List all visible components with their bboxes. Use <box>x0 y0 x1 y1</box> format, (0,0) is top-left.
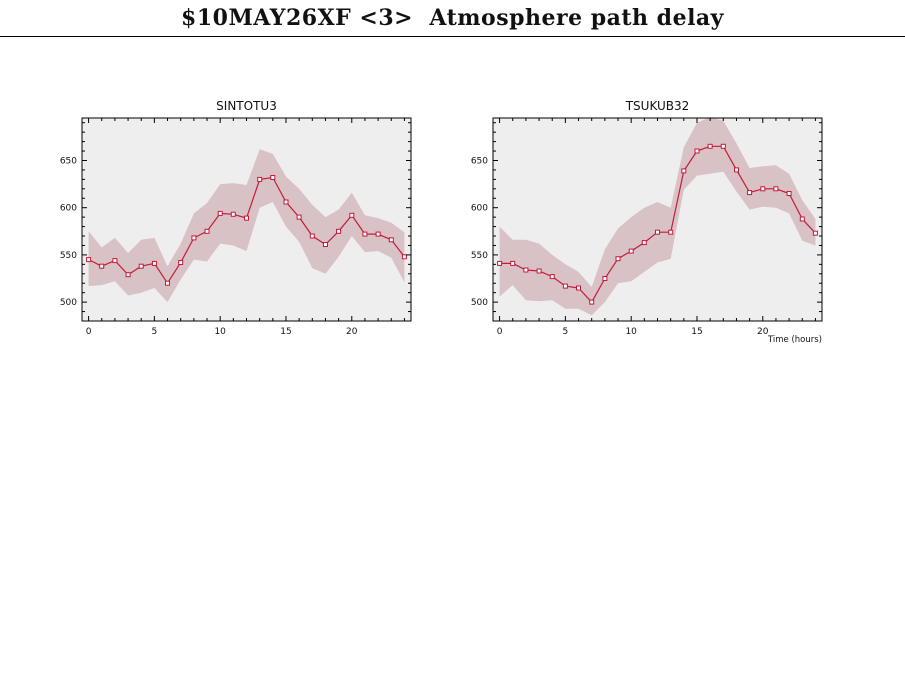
data-point <box>799 216 805 222</box>
x-tick-label: 15 <box>691 327 702 337</box>
x-tick-label: 20 <box>346 327 358 337</box>
data-point <box>401 254 407 260</box>
y-tick-label: 600 <box>471 204 488 214</box>
data-point <box>178 260 184 265</box>
page-title: $10MAY26XF <3> Atmosphere path delay <box>181 5 724 31</box>
y-tick-label: 650 <box>471 156 488 166</box>
data-point <box>760 186 766 192</box>
data-point <box>602 276 608 281</box>
data-point <box>165 280 170 286</box>
data-point <box>497 260 503 266</box>
x-tick-label: 20 <box>757 327 769 337</box>
data-point <box>655 229 660 235</box>
uncertainty-band <box>499 117 816 316</box>
y-tick-label: 500 <box>471 298 488 308</box>
x-tick-label: 5 <box>563 327 569 337</box>
data-point <box>230 211 236 217</box>
data-point <box>99 263 105 269</box>
data-point <box>375 231 381 237</box>
data-point <box>323 242 328 247</box>
y-tick-label: 500 <box>60 298 77 308</box>
data-point <box>257 176 263 182</box>
data-point <box>812 230 818 236</box>
x-tick-label: 5 <box>152 327 158 337</box>
x-tick-label: 15 <box>280 327 291 337</box>
data-point <box>510 260 516 266</box>
data-point <box>349 212 355 218</box>
x-tick-label: 0 <box>497 327 503 337</box>
x-tick-label: 10 <box>214 327 226 337</box>
y-tick-label: 600 <box>60 204 77 214</box>
chart-panel-2: TSUKUB32 0 5 10 15 20 500 550 600 650 Time (hours) <box>471 99 823 345</box>
data-point <box>549 274 555 280</box>
data-point <box>362 231 368 237</box>
data-point <box>641 240 647 246</box>
data-point <box>244 215 249 221</box>
data-point <box>151 260 157 266</box>
x-tick-label: 10 <box>625 327 637 337</box>
data-point <box>309 233 315 239</box>
data-point <box>773 186 779 192</box>
chart-title: TSUKUB32 <box>625 99 690 113</box>
data-point <box>747 190 753 196</box>
data-point <box>86 257 92 263</box>
data-point <box>125 272 131 278</box>
chart-title: SINTOTU3 <box>216 99 277 113</box>
y-tick-label: 550 <box>471 251 488 261</box>
data-point <box>576 285 581 291</box>
data-point <box>615 256 621 262</box>
data-point <box>707 143 713 149</box>
data-point <box>336 228 342 234</box>
data-point <box>270 175 276 180</box>
data-point <box>296 214 302 220</box>
data-point <box>536 268 542 274</box>
uncertainty-band <box>88 149 405 303</box>
y-tick-label: 650 <box>60 156 77 166</box>
data-point <box>204 228 210 234</box>
chart-panel-1: SINTOTU3 0 5 10 15 20 500 550 600 650 <box>60 99 412 337</box>
data-point <box>283 199 289 205</box>
data-point <box>138 263 144 269</box>
data-point <box>523 267 529 273</box>
data-point <box>589 299 595 305</box>
data-point <box>191 235 197 241</box>
data-point <box>388 237 394 243</box>
x-tick-label: 0 <box>86 327 92 337</box>
y-tick-label: 550 <box>60 251 77 261</box>
x-axis-label: Time (hours) <box>767 335 822 345</box>
data-point <box>720 143 726 149</box>
data-point <box>734 167 739 173</box>
data-point <box>786 191 792 196</box>
data-point <box>694 148 700 154</box>
data-point <box>628 248 634 254</box>
data-point <box>562 283 568 289</box>
title-divider <box>0 36 905 37</box>
data-point <box>112 258 118 264</box>
data-point <box>217 210 223 216</box>
data-point <box>668 229 674 235</box>
data-point <box>681 168 687 174</box>
